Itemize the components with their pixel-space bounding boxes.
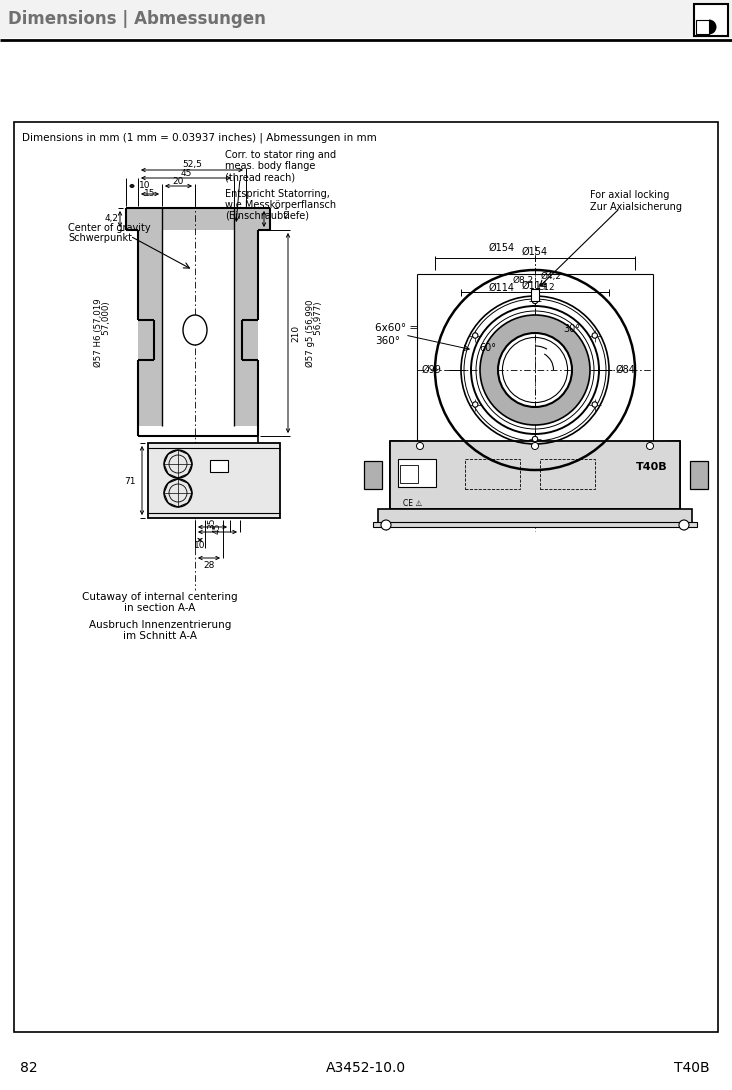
- Bar: [14, 122, 718, 1032]
- Text: A3452-10.0: A3452-10.0: [326, 1061, 406, 1075]
- Bar: [690, 461, 708, 489]
- Text: Dimensions | Abmessungen: Dimensions | Abmessungen: [8, 10, 266, 28]
- Text: T40B: T40B: [674, 1061, 710, 1075]
- Circle shape: [381, 520, 391, 530]
- Text: 28: 28: [203, 561, 214, 570]
- Text: 15: 15: [144, 189, 156, 197]
- Text: HBM: HBM: [407, 470, 425, 476]
- Text: Ø84: Ø84: [616, 365, 636, 375]
- Text: Center of gravity: Center of gravity: [68, 223, 151, 233]
- Text: Schwerpunkt: Schwerpunkt: [68, 233, 132, 243]
- Text: Cutaway of internal centering: Cutaway of internal centering: [82, 592, 238, 602]
- Text: 210: 210: [291, 325, 301, 341]
- Text: wie Messkörperflansch: wie Messkörperflansch: [225, 199, 336, 210]
- Bar: [138, 230, 162, 426]
- Circle shape: [592, 402, 597, 408]
- Bar: [210, 460, 228, 472]
- Text: Ø114: Ø114: [489, 283, 515, 293]
- Text: Ø57 g5 (56,990: Ø57 g5 (56,990: [305, 300, 315, 366]
- Text: 35: 35: [207, 518, 217, 529]
- Text: Ø99: Ø99: [421, 365, 441, 375]
- Text: 10: 10: [139, 181, 151, 190]
- Bar: [364, 461, 382, 489]
- Text: (Einschraubtiefe): (Einschraubtiefe): [225, 211, 309, 221]
- Text: 71: 71: [124, 476, 135, 485]
- Text: in section A-A: in section A-A: [124, 603, 195, 613]
- Circle shape: [592, 332, 597, 338]
- Text: Ø57 H6 (57,019: Ø57 H6 (57,019: [94, 299, 102, 367]
- Text: HBM: HBM: [701, 26, 721, 36]
- Circle shape: [532, 299, 538, 304]
- Ellipse shape: [183, 315, 207, 346]
- Text: 20: 20: [172, 177, 184, 185]
- Text: 57,000): 57,000): [102, 301, 111, 365]
- Bar: [696, 20, 709, 34]
- Bar: [398, 459, 436, 487]
- Text: Ø4,2: Ø4,2: [540, 272, 561, 281]
- Text: Ø154: Ø154: [522, 247, 548, 257]
- Text: Entspricht Statorring,: Entspricht Statorring,: [225, 189, 330, 199]
- Text: 2: 2: [283, 211, 289, 220]
- Circle shape: [473, 332, 478, 338]
- Circle shape: [531, 443, 539, 449]
- Text: 4,2: 4,2: [105, 215, 119, 223]
- Text: T40B: T40B: [636, 462, 668, 472]
- Text: Dimensions in mm (1 mm = 0.03937 inches) | Abmessungen in mm: Dimensions in mm (1 mm = 0.03937 inches)…: [22, 133, 377, 143]
- Text: Ø8,2: Ø8,2: [512, 277, 534, 286]
- Text: Ø154: Ø154: [489, 243, 515, 253]
- Bar: [694, 4, 728, 36]
- Bar: [465, 459, 520, 489]
- Bar: [400, 465, 418, 483]
- Text: CE ⚠: CE ⚠: [403, 498, 422, 508]
- Bar: [234, 230, 258, 426]
- Text: 56,977): 56,977): [313, 301, 323, 365]
- Bar: [126, 208, 270, 230]
- Text: For axial locking: For axial locking: [590, 190, 669, 199]
- Bar: [148, 443, 280, 518]
- Bar: [390, 441, 680, 509]
- Text: Zur Axialsicherung: Zur Axialsicherung: [590, 202, 682, 211]
- Circle shape: [473, 402, 478, 408]
- Text: 60°: 60°: [479, 343, 496, 353]
- Circle shape: [646, 443, 654, 449]
- Bar: [531, 289, 539, 301]
- Polygon shape: [480, 315, 590, 425]
- Bar: [540, 459, 595, 489]
- Text: B
2: B 2: [217, 461, 221, 471]
- Text: Corr. to stator ring and: Corr. to stator ring and: [225, 150, 336, 160]
- Text: 10: 10: [194, 542, 206, 550]
- Text: meas. body flange: meas. body flange: [225, 161, 315, 171]
- Text: Ausbruch Innenzentrierung: Ausbruch Innenzentrierung: [89, 620, 231, 630]
- Text: 52,5: 52,5: [182, 160, 202, 170]
- Text: 360°: 360°: [375, 336, 400, 346]
- Text: 45: 45: [212, 522, 222, 534]
- Text: C12: C12: [538, 282, 556, 291]
- Wedge shape: [709, 20, 717, 35]
- Circle shape: [532, 436, 538, 441]
- Circle shape: [417, 443, 424, 449]
- Text: Ø114: Ø114: [522, 281, 548, 291]
- Circle shape: [679, 520, 689, 530]
- Text: 30°: 30°: [563, 325, 580, 335]
- Text: (thread reach): (thread reach): [225, 172, 295, 182]
- Bar: [0, 0, 732, 38]
- Text: im Schnitt A-A: im Schnitt A-A: [123, 631, 197, 641]
- Text: 82: 82: [20, 1061, 37, 1075]
- Bar: [378, 509, 692, 523]
- Bar: [373, 522, 697, 526]
- Text: 45: 45: [180, 169, 192, 178]
- Text: 6x60° =: 6x60° =: [375, 323, 418, 334]
